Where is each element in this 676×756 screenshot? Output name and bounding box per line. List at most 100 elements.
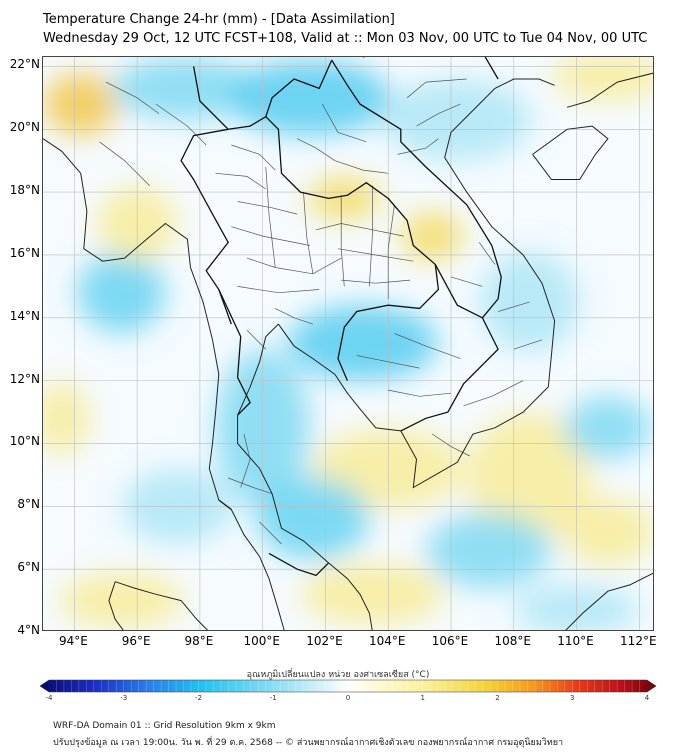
coastline: [43, 138, 285, 630]
province-boundary: [388, 389, 452, 397]
province-boundary: [369, 185, 373, 287]
country-border: [331, 59, 502, 319]
province-boundary: [303, 192, 314, 274]
longitude-label: 94°E: [58, 634, 88, 648]
colorbar-tick-label: -1: [269, 694, 277, 702]
province-boundary: [155, 103, 207, 146]
province-boundary: [394, 333, 461, 359]
province-boundary: [450, 276, 483, 287]
longitude-label: 100°E: [243, 634, 280, 648]
province-boundary: [231, 226, 310, 246]
map-title: Temperature Change 24-hr (mm) - [Data As…: [43, 12, 395, 27]
map-frame: [42, 56, 654, 631]
latitude-label: 4°N: [17, 623, 40, 637]
province-boundary: [513, 339, 543, 350]
colorbar-tick-label: 4: [644, 694, 650, 702]
anomaly-patch: [43, 380, 91, 457]
province-boundary: [246, 330, 267, 350]
province-boundary: [237, 201, 298, 215]
country-border: [192, 66, 440, 381]
longitude-label: 108°E: [494, 634, 532, 648]
province-boundary: [340, 195, 345, 287]
province-boundary: [463, 380, 524, 407]
province-boundary: [237, 286, 320, 294]
temperature-change-map: [43, 57, 653, 630]
province-boundary: [315, 223, 404, 237]
longitude-label: 102°E: [306, 634, 343, 648]
province-boundary: [99, 141, 150, 187]
coastline: [277, 78, 556, 489]
anomaly-patch: [300, 562, 445, 626]
province-boundary: [397, 138, 439, 155]
country-border: [265, 59, 333, 117]
longitude-label: 112°E: [620, 634, 657, 648]
anomaly-patch: [58, 572, 185, 629]
anomaly-patch: [563, 396, 652, 460]
anomaly-patch: [560, 496, 653, 567]
colorbar-tick-label: -3: [120, 694, 128, 702]
anomaly-patch: [256, 478, 370, 560]
footer-model-info: WRF-DA Domain 01 :: Grid Resolution 9km …: [53, 721, 276, 731]
footer-update-credit: ปรับปรุงข้อมูล ณ เวลา 19:00น. วัน พ. ที่…: [53, 738, 564, 748]
coastline: [108, 581, 124, 630]
colorbar-tick-label: 0: [345, 694, 351, 702]
province-boundary: [356, 355, 420, 369]
anomaly-patch: [306, 176, 382, 221]
province-boundary: [337, 248, 414, 262]
latitude-label: 20°N: [9, 120, 40, 135]
province-boundary: [334, 160, 389, 174]
province-boundary: [321, 103, 367, 143]
province-boundary: [432, 433, 470, 457]
province-boundary: [228, 477, 273, 495]
province-boundary: [497, 301, 530, 312]
colorbar-title: อุณหภูมิเปลี่ยนแปลง หน่วย องศาเซลเซียส (…: [246, 670, 430, 680]
province-boundary: [406, 78, 467, 99]
country-border: [268, 552, 330, 577]
province-boundary: [215, 172, 266, 190]
province-boundary: [478, 242, 496, 265]
longitude-label: 106°E: [431, 634, 469, 648]
province-boundary: [240, 433, 251, 488]
province-boundary: [275, 308, 314, 325]
country-border: [180, 128, 232, 325]
colorbar-tick-label: -4: [45, 694, 53, 702]
latitude-label: 12°N: [9, 371, 40, 386]
anomaly-patch: [400, 210, 464, 262]
coastline: [566, 72, 653, 108]
anomaly-patch: [381, 78, 533, 161]
province-boundary: [387, 204, 395, 299]
latitude-label: 14°N: [9, 308, 40, 323]
province-boundary: [246, 257, 342, 275]
latitude-label: 18°N: [9, 183, 40, 198]
longitude-label: 96°E: [121, 634, 151, 648]
longitude-label: 104°E: [368, 634, 406, 648]
colorbar-tick-label: 1: [420, 694, 425, 702]
map-subtitle-valid-time: Wednesday 29 Oct, 12 UTC FCST+108, Valid…: [43, 31, 648, 46]
colorbar-tick-label: -2: [195, 694, 202, 702]
province-boundary: [341, 279, 411, 284]
anomaly-patch: [228, 60, 392, 136]
anomaly-patch: [112, 57, 257, 120]
country-border: [400, 264, 499, 432]
province-boundary: [265, 166, 276, 268]
longitude-label: 98°E: [184, 634, 214, 648]
province-boundary: [297, 138, 336, 161]
latitude-label: 22°N: [9, 57, 40, 72]
colorbar: [40, 679, 656, 693]
colorbar-tick-label: 2: [495, 694, 500, 702]
coastline: [565, 572, 653, 630]
country-border: [218, 289, 251, 416]
coastline: [237, 323, 373, 630]
anomaly-patch: [425, 512, 552, 589]
anomaly-patch: [287, 305, 439, 381]
coastline: [115, 581, 209, 630]
country-border: [363, 57, 499, 80]
latitude-label: 6°N: [17, 560, 40, 575]
colorbar-tick-label: 3: [570, 694, 575, 702]
province-boundary: [259, 521, 282, 545]
coastline: [532, 125, 609, 180]
province-boundary: [231, 144, 276, 171]
latitude-label: 16°N: [9, 245, 40, 260]
colorbar-ramp: [40, 679, 656, 693]
anomaly-patch: [551, 57, 653, 101]
